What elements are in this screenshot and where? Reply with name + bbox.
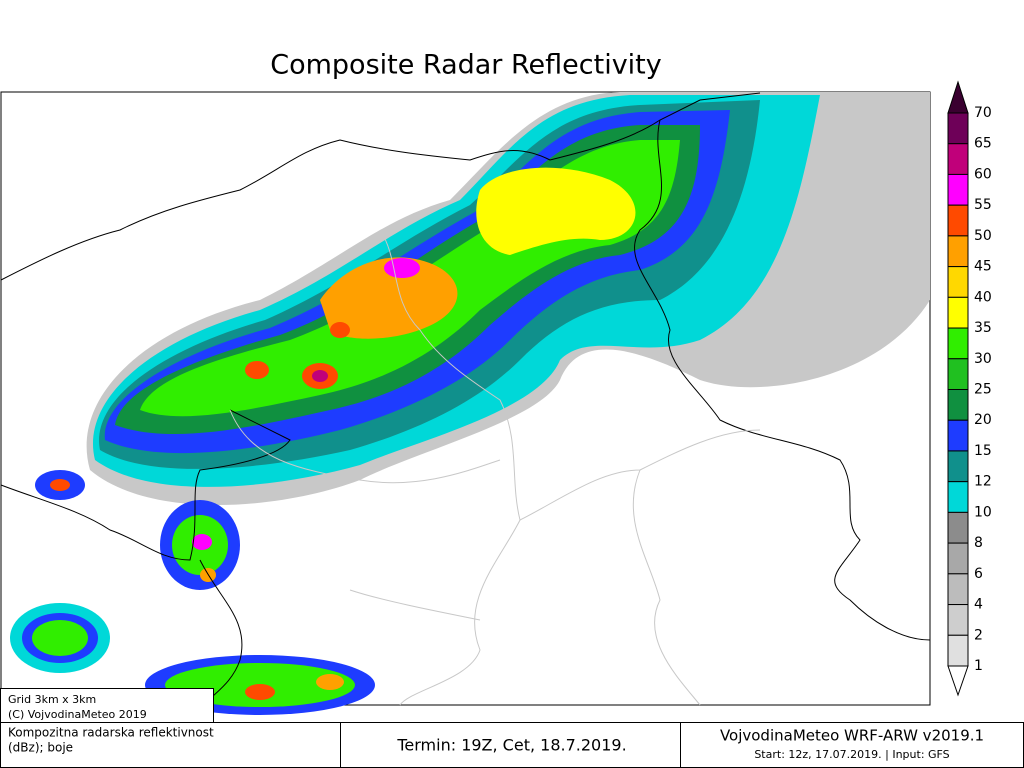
colorbar-label: 50 [974,228,992,244]
colorbar-label: 35 [974,320,992,336]
colorbar-band [947,358,969,390]
colorbar-band [947,481,969,513]
grid-label: Grid 3km x 3km [8,693,96,706]
colorbar-label: 10 [974,504,992,520]
region-borders [229,229,761,706]
colorbar-band [947,296,969,329]
country-borders [0,92,931,706]
colorbar-label: 6 [974,566,983,582]
colorbar-label: 40 [974,289,992,305]
colorbar-band [947,204,969,237]
colorbar-band [947,143,969,175]
colorbar-label: 8 [974,535,983,551]
colorbar-label: 45 [974,259,992,275]
colorbar-label: 30 [974,351,992,367]
colorbar-label: 25 [974,382,992,398]
colorbar-label: 60 [974,166,992,182]
colorbar: 70 65 60 55 50 45 40 35 30 25 20 15 12 10 8 6 4 2 1 [947,80,992,697]
colorbar-band [947,327,969,360]
colorbar-band [947,235,969,268]
colorbar-band [947,450,969,483]
colorbar-label: 2 [974,627,983,643]
colorbar-band [947,604,969,636]
model: VojvodinaMeteo WRF-ARW v2019.1 [720,727,984,745]
colorbar-label: 1 [974,658,983,674]
colorbar-arrow [947,80,969,114]
info-box: Grid 3km x 3km (C) VojvodinaMeteo 2019 [0,688,214,723]
start: Start: 12z, 17.07.2019. | Input: GFS [754,748,949,761]
colorbar-label: 4 [974,597,983,613]
colorbar-band [947,112,969,145]
colorbar-band [947,511,969,544]
colorbar-label: 65 [974,136,992,152]
colorbar-arrow [947,665,969,697]
footer: Kompozitna radarska reflektivnost (dBz);… [0,722,1024,768]
colorbar-band [947,634,969,667]
colorbar-label: 12 [974,474,992,490]
colorbar-band [947,389,969,421]
colorbar-band [947,266,969,298]
colorbar-band [947,573,969,606]
colorbar-label: 70 [974,105,992,121]
copyright: (C) VojvodinaMeteo 2019 [8,708,147,721]
colorbar-label: 15 [974,443,992,459]
title: Composite Radar Reflectivity [270,50,662,81]
description: (dBz); boje [8,741,73,755]
colorbar-label: 20 [974,412,992,428]
colorbar-band [947,419,969,452]
colorbar-band [947,173,969,206]
termin: Termin: 19Z, Cet, 18.7.2019. [396,736,626,755]
colorbar-band [947,542,969,575]
description: Kompozitna radarska reflektivnost [8,726,214,740]
colorbar-label: 55 [974,197,992,213]
info-frame [0,688,214,723]
map [0,91,931,715]
